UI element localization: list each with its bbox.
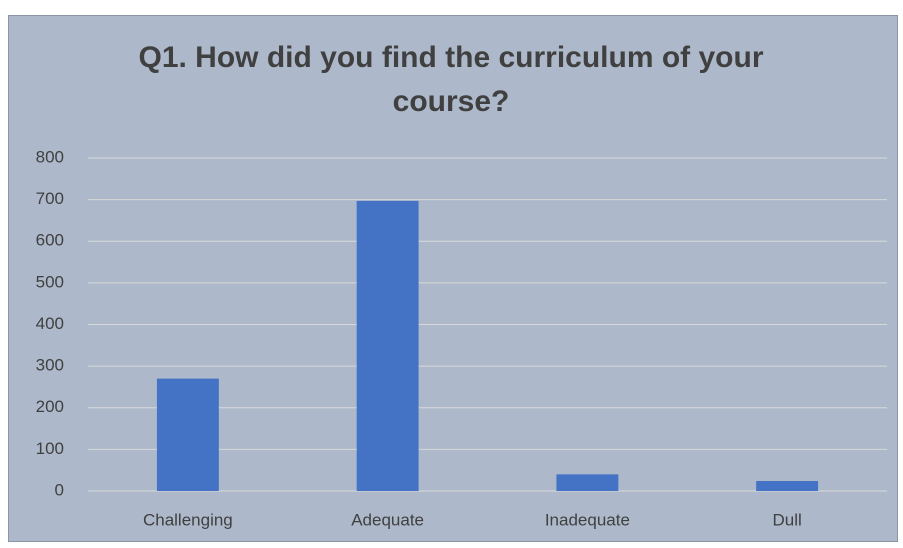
x-tick-label: Inadequate xyxy=(545,510,630,529)
bar xyxy=(356,200,419,491)
y-tick-label: 700 xyxy=(36,189,64,208)
chart-area xyxy=(8,15,898,542)
y-tick-label: 500 xyxy=(36,272,64,291)
y-tick-label: 100 xyxy=(36,439,64,458)
y-tick-label: 400 xyxy=(36,314,64,333)
bar xyxy=(556,474,619,491)
y-tick-label: 600 xyxy=(36,231,64,250)
x-tick-label: Dull xyxy=(772,510,801,529)
x-tick-label: Challenging xyxy=(143,510,233,529)
y-tick-label: 0 xyxy=(55,480,64,499)
y-tick-label: 200 xyxy=(36,397,64,416)
bar xyxy=(756,481,819,491)
bar xyxy=(156,378,219,491)
y-tick-label: 300 xyxy=(36,356,64,375)
x-tick-label: Adequate xyxy=(351,510,424,529)
y-tick-label: 800 xyxy=(36,147,64,166)
chart-title: Q1. How did you find the curriculum of y… xyxy=(138,41,764,118)
